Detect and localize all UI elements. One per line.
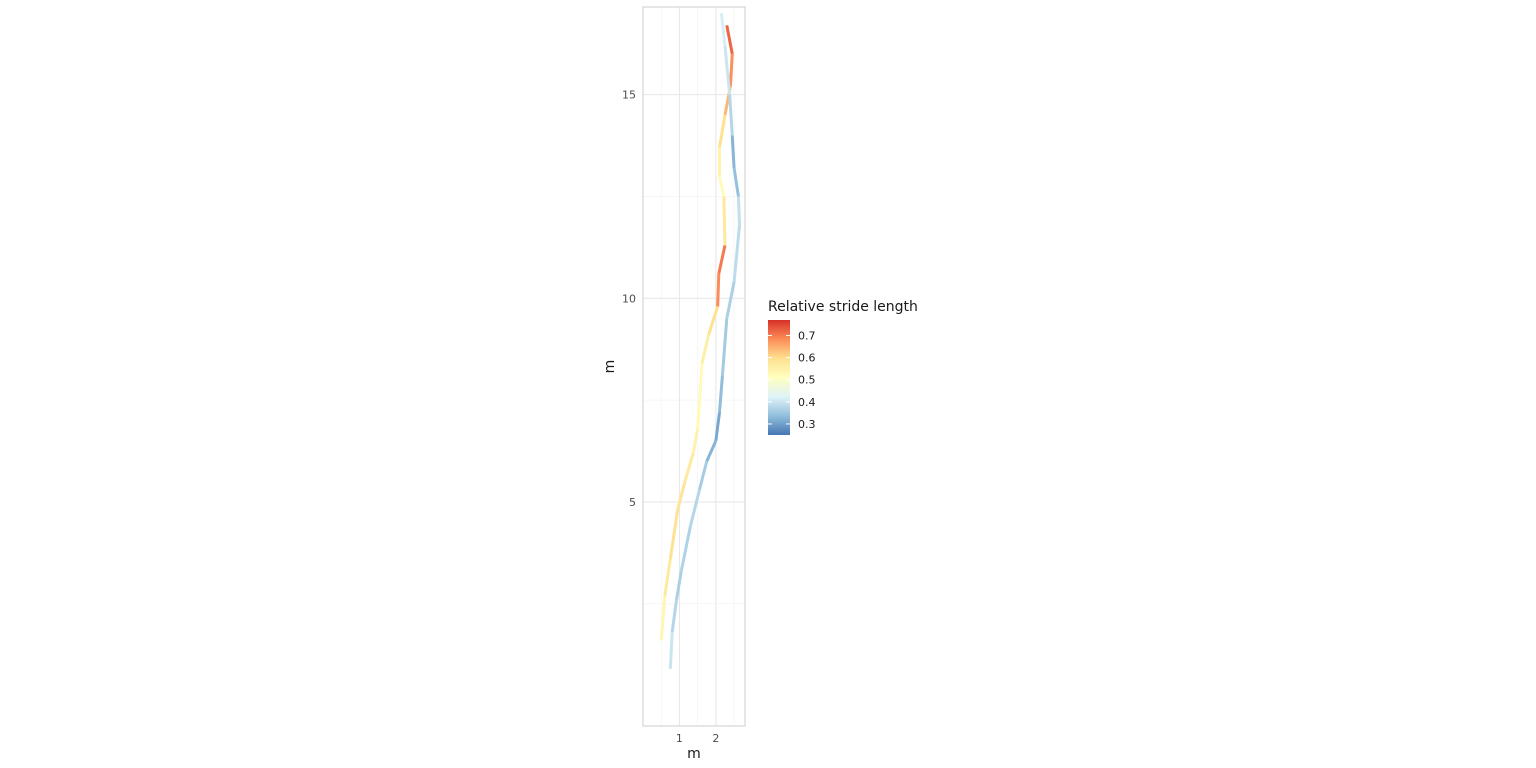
trajectory-segment bbox=[663, 558, 672, 596]
trajectory-segment bbox=[720, 318, 729, 376]
trajectory-segment bbox=[718, 375, 724, 413]
trajectory-2 bbox=[668, 12, 742, 670]
trajectory-segment bbox=[722, 196, 727, 246]
x-axis-title: m bbox=[687, 746, 701, 762]
x-tick-label: 1 bbox=[676, 732, 683, 745]
trajectory-segment bbox=[700, 334, 711, 364]
trajectory-segment bbox=[719, 12, 727, 46]
trajectory-segment bbox=[718, 175, 726, 197]
trajectory-segment bbox=[728, 94, 734, 136]
legend-break-label: 0.3 bbox=[798, 418, 816, 431]
trajectory-segment bbox=[668, 509, 680, 560]
trajectory-segment bbox=[705, 440, 718, 462]
trajectory-segment bbox=[683, 452, 695, 483]
trajectory-segment bbox=[707, 305, 720, 336]
trajectory-segment bbox=[676, 481, 687, 511]
gridlines bbox=[643, 7, 745, 726]
trajectory-segment bbox=[736, 196, 742, 225]
trajectory-segment bbox=[732, 224, 742, 283]
trajectory-segment bbox=[691, 428, 700, 454]
legend-breaks: 0.3 0.4 0.5 0.6 0.7 bbox=[768, 329, 816, 431]
trajectory-segment bbox=[698, 460, 709, 491]
trajectory-segment bbox=[696, 363, 704, 429]
legend: Relative stride length 0.3 0.4 0.5 0.6 0.7 bbox=[768, 299, 918, 435]
trajectory-segment bbox=[670, 599, 679, 633]
legend-break-label: 0.6 bbox=[798, 352, 816, 365]
trajectory-segment bbox=[659, 595, 667, 641]
trajectory-segment bbox=[717, 244, 727, 275]
trajectory-segment bbox=[675, 570, 683, 600]
trajectory-segment bbox=[723, 45, 732, 95]
trajectory-segment bbox=[725, 25, 734, 55]
trajectory-lines bbox=[659, 12, 742, 670]
panel-border bbox=[642, 6, 746, 727]
trajectory-segment bbox=[728, 53, 734, 87]
y-tick-label: 5 bbox=[629, 496, 636, 509]
trajectory-segment bbox=[725, 281, 736, 319]
legend-break-label: 0.5 bbox=[798, 374, 816, 387]
legend-break-label: 0.7 bbox=[798, 329, 816, 342]
trajectory-segment bbox=[716, 273, 721, 307]
y-axis-ticks: 5 10 15 bbox=[622, 89, 636, 509]
trajectory-1 bbox=[659, 25, 734, 641]
trajectory-segment bbox=[732, 167, 740, 197]
trajectory-segment bbox=[688, 489, 701, 527]
x-tick-label: 2 bbox=[712, 732, 719, 745]
y-axis-title: m bbox=[602, 360, 618, 374]
trajectory-segment bbox=[730, 135, 736, 168]
legend-break-label: 0.4 bbox=[798, 396, 816, 409]
trajectory-segment bbox=[679, 526, 692, 572]
y-tick-label: 15 bbox=[622, 89, 636, 102]
trajectory-segment bbox=[714, 412, 721, 442]
y-tick-label: 10 bbox=[622, 292, 636, 305]
legend-colorbar bbox=[768, 320, 790, 435]
trajectory-segment bbox=[668, 632, 674, 670]
trajectory-segment bbox=[718, 114, 727, 148]
legend-title: Relative stride length bbox=[768, 299, 918, 315]
